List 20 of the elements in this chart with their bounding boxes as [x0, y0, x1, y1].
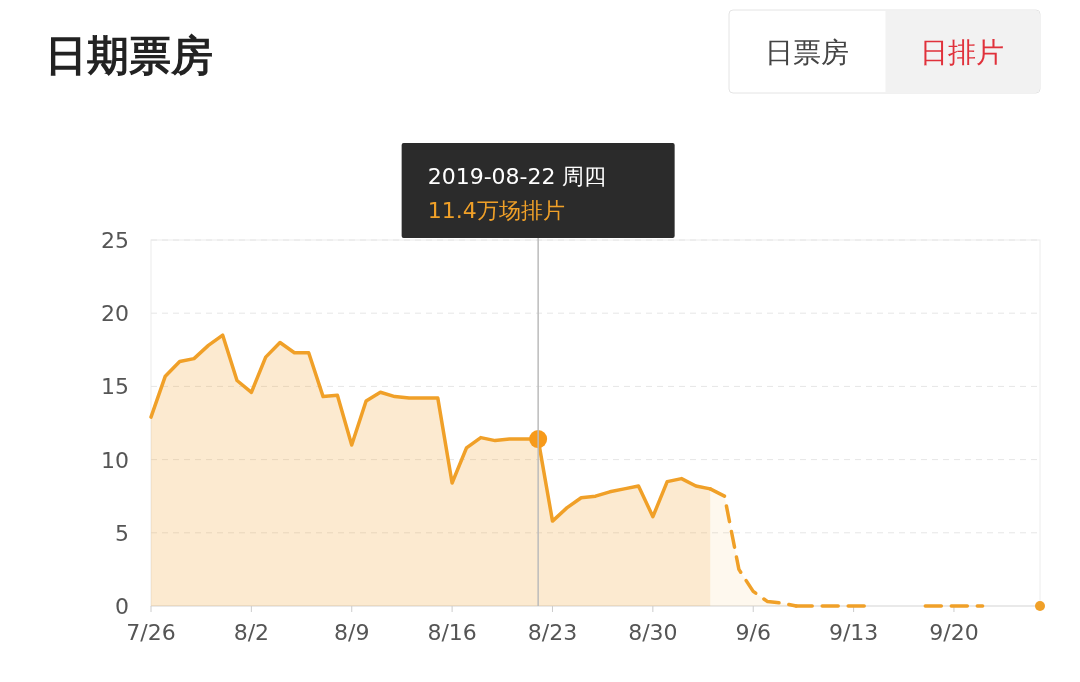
x-tick-label: 9/13: [828, 620, 879, 645]
text: 2019-08-22 周四: [427, 164, 607, 189]
x-tick-label: 9/6: [735, 620, 771, 645]
y-tick-label: 10: [101, 447, 129, 473]
x-tick-label: 8/23: [527, 620, 578, 645]
x-tick-label: 8/16: [427, 620, 477, 645]
y-tick-label: 15: [101, 374, 129, 400]
x-tick-label: 8/2: [233, 620, 270, 645]
text: 日排片: [920, 36, 1005, 69]
chart-title: 日期票房: [45, 31, 213, 80]
y-tick-label: 0: [115, 594, 129, 619]
x-tick-label: 7/26: [126, 620, 176, 645]
y-tick-label: 25: [101, 228, 129, 253]
text: 日票房: [764, 36, 849, 69]
x-tick-label: 9/20: [929, 620, 979, 645]
y-tick-label: 5: [115, 520, 129, 546]
text: 11.4万场排片: [427, 198, 565, 223]
y-tick-label: 20: [101, 301, 129, 327]
x-tick-label: 8/9: [334, 620, 370, 645]
x-tick-label: 8/30: [628, 620, 678, 645]
